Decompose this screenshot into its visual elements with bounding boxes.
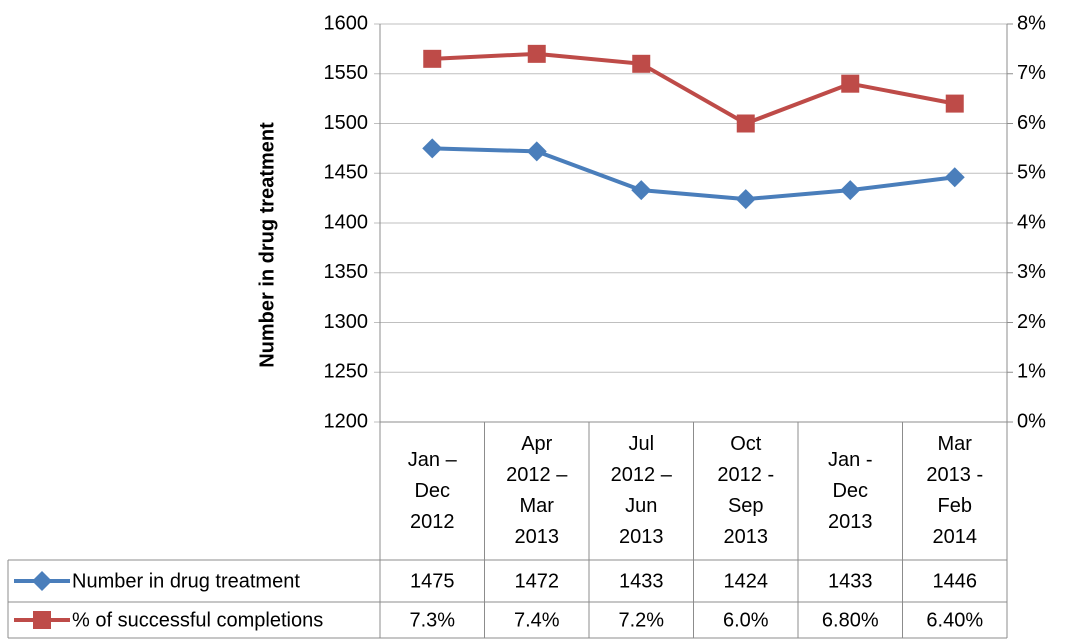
x-tick-label: Apr 2012 – Mar 2013 <box>506 433 568 548</box>
table-value: 1424 <box>724 570 769 592</box>
point <box>841 74 860 93</box>
y-tick-label: 1350 <box>324 261 369 283</box>
table-value: 7.4% <box>514 609 560 631</box>
table-value: 6.80% <box>822 609 879 631</box>
table-value: 1433 <box>828 570 873 592</box>
table-value: 7.3% <box>409 609 455 631</box>
legend-marker <box>33 611 51 629</box>
table-value: 7.2% <box>618 609 664 631</box>
y2-tick-label: 7% <box>1017 62 1046 84</box>
legend-marker <box>32 571 52 591</box>
table-value: 6.0% <box>723 609 769 631</box>
point <box>944 167 965 188</box>
point <box>840 180 861 201</box>
point <box>422 138 443 159</box>
y-tick-label: 1400 <box>324 211 369 233</box>
y-tick-label: 1450 <box>324 162 369 184</box>
point <box>736 114 755 133</box>
y2-tick-label: 6% <box>1017 112 1046 134</box>
legend-label: % of successful completions <box>72 609 323 631</box>
table-value: 6.40% <box>926 609 983 631</box>
x-tick-label: Jul 2012 – Jun 2013 <box>610 433 672 548</box>
x-tick-label: Mar 2013 - Feb 2014 <box>926 433 984 548</box>
point <box>735 189 756 210</box>
point <box>423 49 442 68</box>
point <box>526 141 547 162</box>
point <box>631 180 652 201</box>
point <box>527 44 546 63</box>
x-tick-label: Oct 2012 - Sep 2013 <box>717 433 775 548</box>
y-tick-label: 1500 <box>324 112 369 134</box>
y-tick-label: 1250 <box>324 361 369 383</box>
table-value: 1475 <box>410 570 455 592</box>
table-value: 1446 <box>933 570 978 592</box>
point <box>945 94 964 113</box>
y2-tick-label: 3% <box>1017 261 1046 283</box>
y2-tick-label: 5% <box>1017 162 1046 184</box>
y2-tick-label: 0% <box>1017 410 1046 432</box>
series-line <box>432 51 956 126</box>
x-tick-label: Jan – Dec 2012 <box>407 448 457 533</box>
y2-tick-label: 1% <box>1017 361 1046 383</box>
y-axis-label: Number in drug treatment <box>256 122 278 368</box>
y-tick-label: 1550 <box>324 62 369 84</box>
y2-tick-label: 2% <box>1017 311 1046 333</box>
y-tick-label: 1600 <box>324 12 369 34</box>
y-tick-label: 1200 <box>324 410 369 432</box>
legend-label: Number in drug treatment <box>72 570 300 592</box>
x-tick-label: Jan - Dec 2013 <box>828 448 873 533</box>
point <box>632 54 651 73</box>
y2-tick-label: 8% <box>1017 12 1046 34</box>
y-tick-label: 1300 <box>324 311 369 333</box>
table-value: 1472 <box>515 570 560 592</box>
table-value: 1433 <box>619 570 664 592</box>
y2-tick-label: 4% <box>1017 211 1046 233</box>
series-line <box>432 146 955 202</box>
